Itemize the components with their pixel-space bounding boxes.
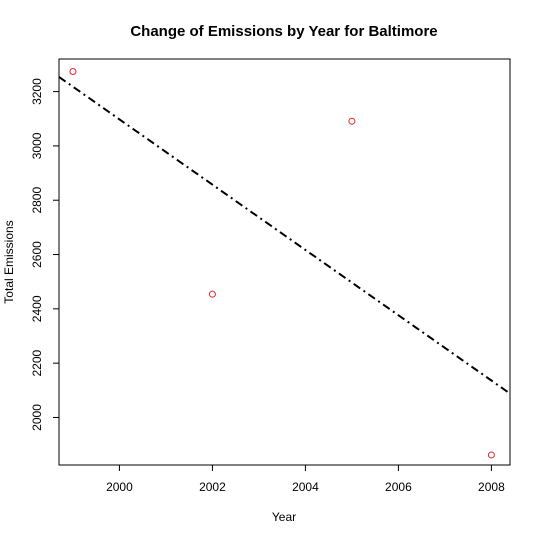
- data-point: [348, 117, 356, 125]
- y-tick-label: 2800: [30, 187, 44, 214]
- y-tick-label: 3200: [30, 78, 44, 105]
- x-tick-label: 2004: [292, 480, 319, 494]
- trend-line-layer: [58, 76, 511, 395]
- y-tick-label: 2600: [30, 241, 44, 268]
- x-tick-label: 2002: [199, 480, 226, 494]
- data-point: [487, 451, 495, 459]
- x-tick-label: 2006: [385, 480, 412, 494]
- x-tick-label: 2000: [106, 480, 133, 494]
- plot-frame: [58, 58, 511, 466]
- trend-line: [58, 76, 511, 395]
- y-tick-label: 2200: [30, 349, 44, 376]
- y-tick-label: 2400: [30, 295, 44, 322]
- x-axis-label: Year: [272, 510, 296, 524]
- y-axis: 2000 2200 2400 2600 2800 3000 3200: [30, 78, 59, 431]
- y-axis-label: Total Emissions: [2, 220, 16, 303]
- x-tick-label: 2008: [478, 480, 505, 494]
- chart-title: Change of Emissions by Year for Baltimor…: [130, 23, 437, 40]
- x-axis: 2000 2002 2004 2006 2008: [106, 465, 505, 494]
- data-point: [69, 67, 77, 75]
- data-points-layer: [69, 67, 495, 459]
- data-point: [208, 290, 216, 298]
- y-tick-label: 3000: [30, 132, 44, 159]
- y-tick-label: 2000: [30, 404, 44, 431]
